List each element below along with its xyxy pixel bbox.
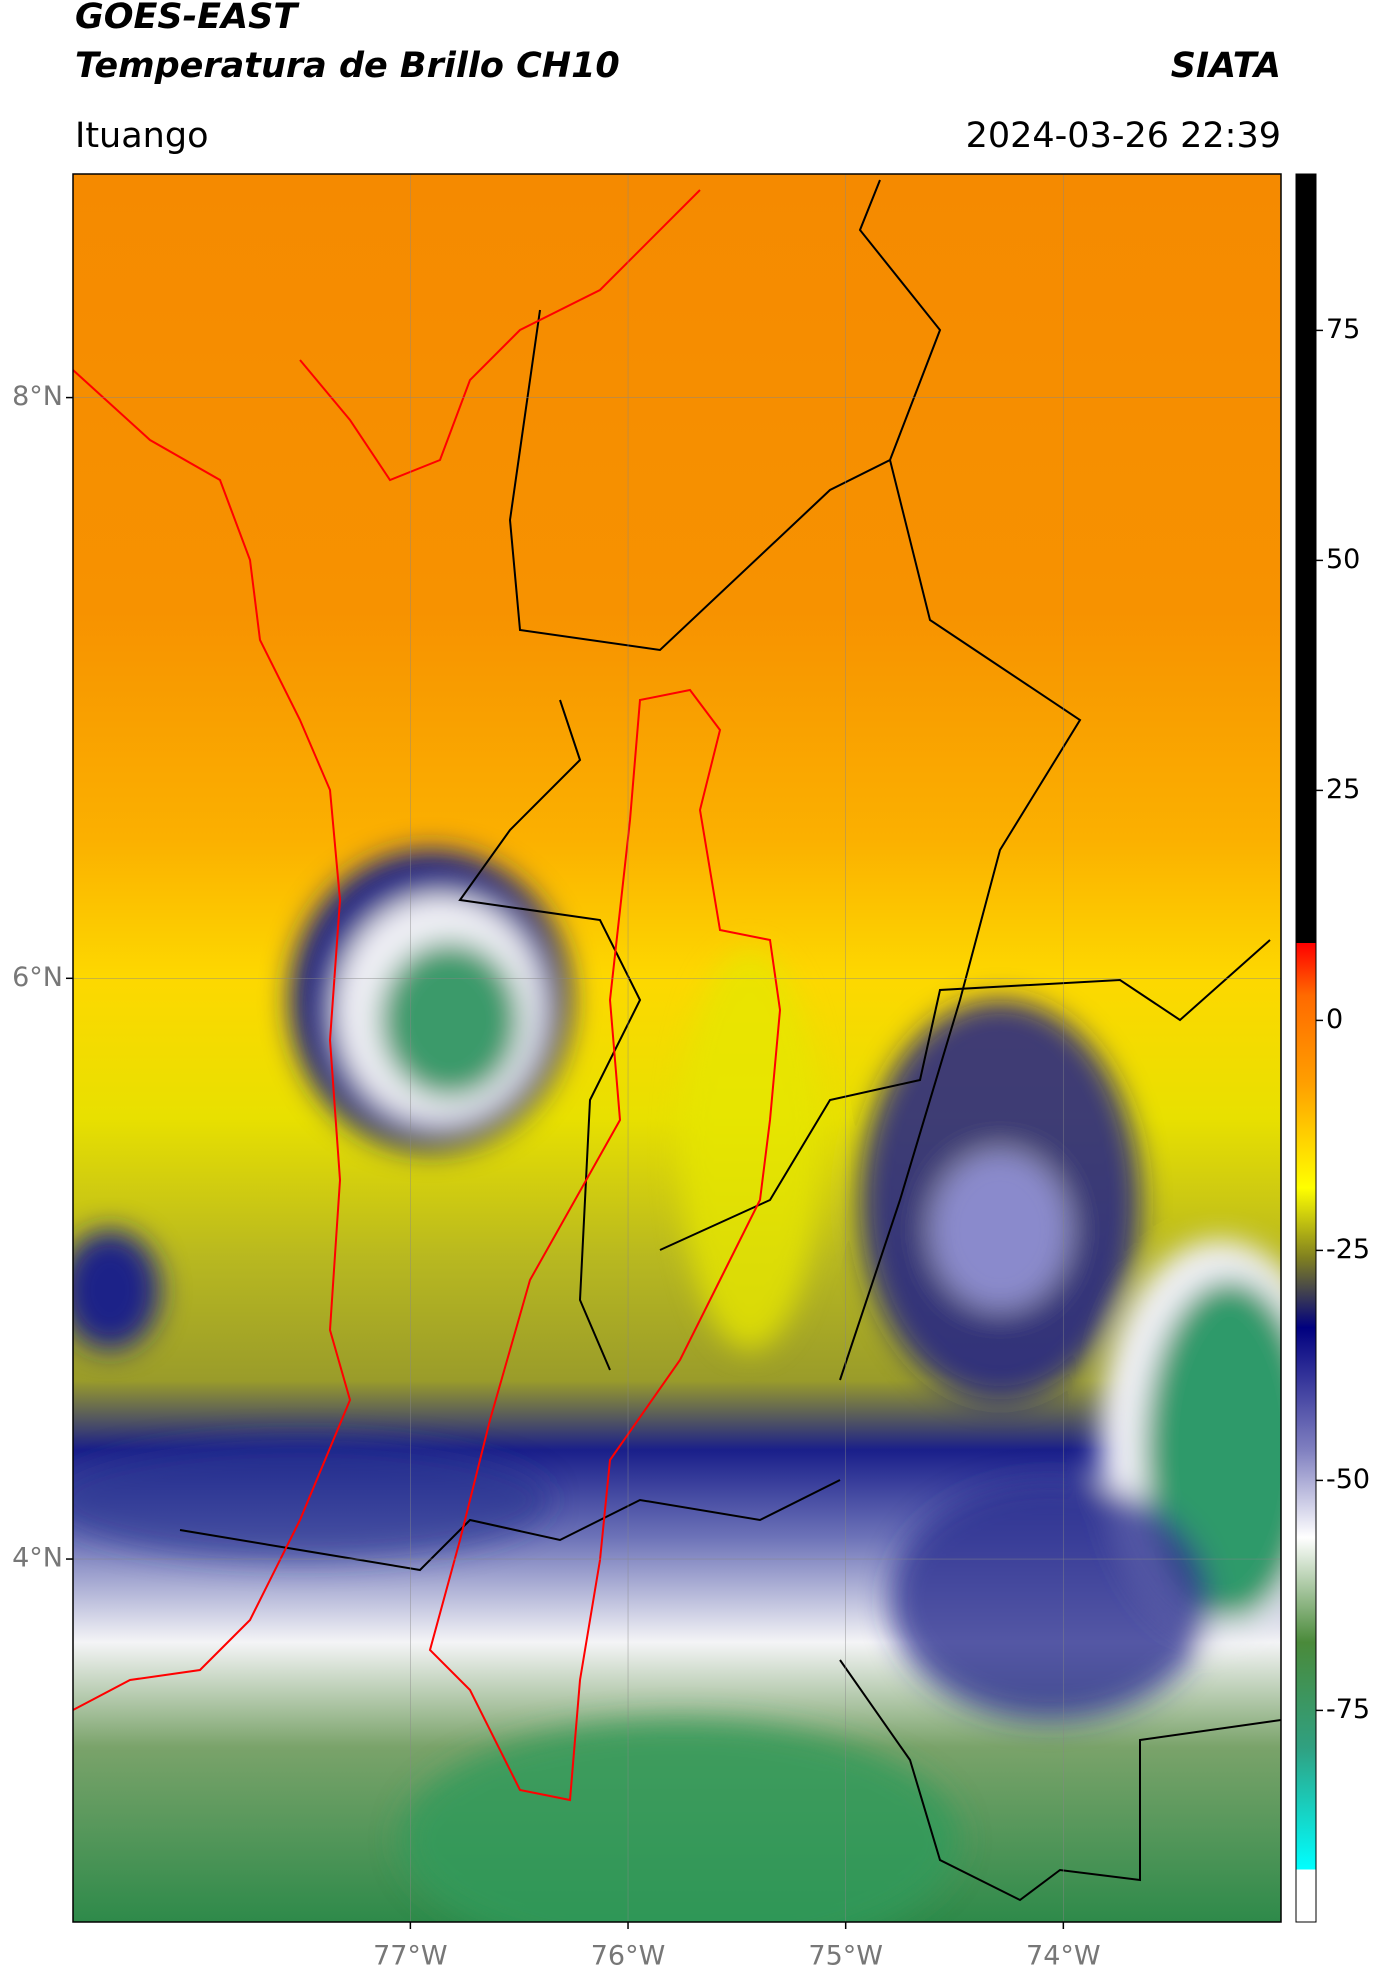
colorbar-tick-label: 75 (1326, 314, 1360, 345)
subtitle: Temperatura de Brillo CH10 (75, 46, 620, 86)
colorbar (1295, 173, 1317, 1923)
lon-tick-label: 75°W (808, 1941, 883, 1972)
datetime: 2024-03-26 22:39 (966, 116, 1281, 156)
satellite-image (73, 174, 1281, 1922)
credit: SIATA (1171, 46, 1281, 86)
region: Ituango (75, 116, 209, 156)
lat-tick-label: 4°N (12, 1543, 63, 1574)
lon-tick-label: 77°W (373, 1941, 448, 1972)
lat-tick-label: 8°N (12, 381, 63, 412)
coast-and-basin (73, 189, 782, 1802)
graticule (73, 174, 1281, 1922)
title: GOES-EAST (75, 0, 300, 37)
colorbar-tick-label: 50 (1326, 544, 1360, 575)
lon-tick-label: 76°W (591, 1941, 666, 1972)
geo-ticks: 4°N 6°N 8°N 77°W 76°W 75°W 74°W (12, 381, 1101, 1971)
lat-tick-label: 6°N (12, 962, 63, 993)
colorbar-ticks: 75 50 25 0 -25 -50 -75 (1316, 314, 1370, 1725)
colorbar-tick-label: -25 (1326, 1234, 1370, 1265)
colorbar-tick-label: -50 (1326, 1464, 1370, 1495)
colorbar-tick-label: 25 (1326, 774, 1360, 805)
admin-borders (179, 179, 1281, 1902)
colorbar-tick-label: -75 (1326, 1694, 1370, 1725)
cloud-features (73, 850, 1281, 1922)
lon-tick-label: 74°W (1026, 1941, 1101, 1972)
map-frame (72, 173, 1282, 1923)
colorbar-tick-label: 0 (1326, 1004, 1343, 1035)
